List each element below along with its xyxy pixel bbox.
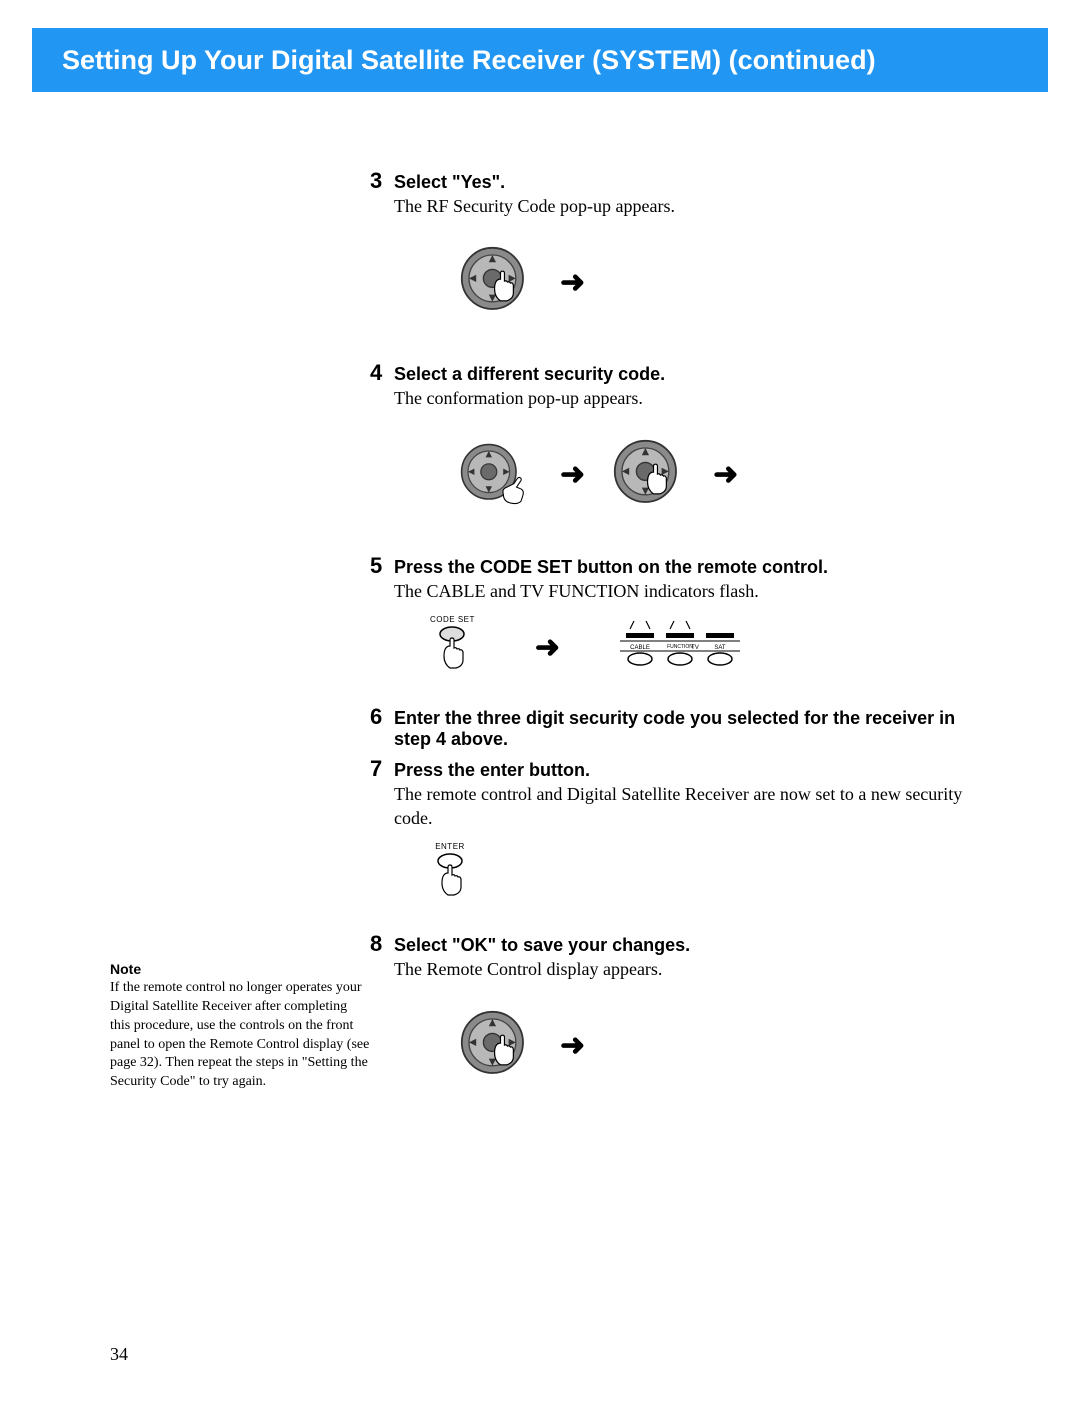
step-body: The CABLE and TV FUNCTION indicators fla… <box>394 579 990 603</box>
step-body: The remote control and Digital Satellite… <box>394 782 990 831</box>
step-4: 4 Select a different security code. The … <box>370 360 990 510</box>
page-number: 34 <box>110 1344 128 1365</box>
function-label: FUNCTION <box>667 644 693 650</box>
enter-button-icon: ENTER <box>430 842 470 907</box>
function-indicators-icon: CABLE FUNCTION TV SAT <box>620 619 740 675</box>
step-title: Select "Yes". <box>394 172 505 193</box>
steps-content: 3 Select "Yes". The RF Security Code pop… <box>370 168 990 1124</box>
step-title: Enter the three digit security code you … <box>394 708 990 750</box>
step-title: Select "OK" to save your changes. <box>394 935 690 956</box>
sat-label: SAT <box>714 645 726 651</box>
dpad-press-icon <box>613 439 685 511</box>
header-title: Setting Up Your Digital Satellite Receiv… <box>62 45 876 75</box>
arrow-icon: ➜ <box>535 630 560 665</box>
step-7: 7 Press the enter button. The remote con… <box>370 756 990 908</box>
step-title: Select a different security code. <box>394 364 665 385</box>
arrow-icon: ➜ <box>560 457 585 492</box>
dpad-press-icon <box>460 246 532 318</box>
step-illustration: ➜ ➜ <box>460 439 990 511</box>
step-body: The Remote Control display appears. <box>394 957 990 981</box>
step-8: 8 Select "OK" to save your changes. The … <box>370 931 990 1081</box>
step-number: 3 <box>370 168 394 194</box>
dpad-press-icon <box>460 1010 532 1082</box>
step-number: 6 <box>370 704 394 730</box>
note-body: If the remote control no longer operates… <box>110 979 370 1092</box>
codeset-label: CODE SET <box>430 615 475 624</box>
arrow-icon: ➜ <box>713 457 738 492</box>
step-illustration: ENTER <box>430 842 990 907</box>
tv-label: TV <box>691 645 699 651</box>
arrow-icon: ➜ <box>560 1028 585 1063</box>
enter-label: ENTER <box>435 842 465 851</box>
codeset-button-icon: CODE SET <box>430 615 475 680</box>
step-number: 5 <box>370 553 394 579</box>
cable-label: CABLE <box>630 645 650 651</box>
step-number: 8 <box>370 931 394 957</box>
note-block: Note If the remote control no longer ope… <box>110 960 370 1092</box>
page-header: Setting Up Your Digital Satellite Receiv… <box>32 28 1048 92</box>
step-title: Press the CODE SET button on the remote … <box>394 557 828 578</box>
step-6: 6 Enter the three digit security code yo… <box>370 704 990 750</box>
step-5: 5 Press the CODE SET button on the remot… <box>370 553 990 680</box>
dpad-navigate-icon <box>460 439 532 511</box>
step-body: The conformation pop-up appears. <box>394 386 990 410</box>
arrow-icon: ➜ <box>560 265 585 300</box>
step-number: 7 <box>370 756 394 782</box>
step-illustration: ➜ <box>460 246 990 318</box>
step-body: The RF Security Code pop-up appears. <box>394 194 990 218</box>
note-title: Note <box>110 960 370 979</box>
step-3: 3 Select "Yes". The RF Security Code pop… <box>370 168 990 318</box>
step-number: 4 <box>370 360 394 386</box>
step-title: Press the enter button. <box>394 760 590 781</box>
step-illustration: CODE SET ➜ CABLE FUNC <box>430 615 990 680</box>
step-illustration: ➜ <box>460 1010 990 1082</box>
